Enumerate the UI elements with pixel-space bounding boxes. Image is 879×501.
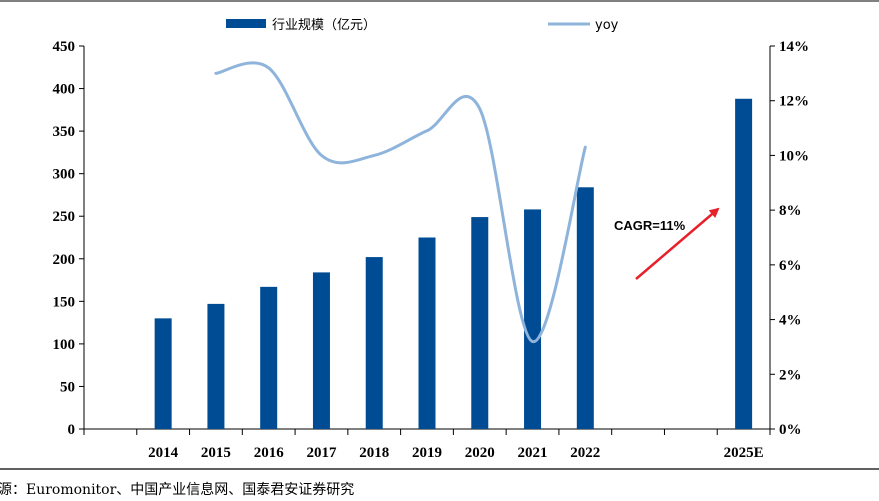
right-tick-label: 8% bbox=[779, 203, 802, 219]
source-note: 源：Euromonitor、中国产业信息网、国泰君安证券研究 bbox=[0, 481, 354, 498]
legend-bar-swatch bbox=[226, 19, 266, 28]
left-tick-label: 100 bbox=[53, 337, 76, 353]
bar-2021 bbox=[524, 209, 541, 429]
x-tick-label: 2022 bbox=[570, 445, 600, 461]
x-tick-label: 2018 bbox=[359, 445, 389, 461]
left-tick-label: 50 bbox=[60, 379, 75, 395]
x-tick-label: 2021 bbox=[518, 445, 548, 461]
bar-2015 bbox=[207, 304, 224, 429]
left-tick-label: 450 bbox=[53, 39, 76, 55]
bar-2016 bbox=[260, 287, 277, 429]
legend-line-label: yoy bbox=[595, 18, 619, 33]
x-tick-label: 2016 bbox=[254, 445, 285, 461]
x-tick-label: 2017 bbox=[306, 445, 337, 461]
x-tick-label: 2019 bbox=[412, 445, 442, 461]
right-tick-label: 14% bbox=[779, 39, 809, 55]
left-tick-label: 250 bbox=[53, 209, 76, 225]
bar-2018 bbox=[366, 257, 383, 429]
left-tick-label: 400 bbox=[53, 82, 76, 98]
cagr-label: CAGR=11% bbox=[614, 218, 686, 233]
left-tick-label: 0 bbox=[68, 422, 76, 438]
bar-2017 bbox=[313, 272, 330, 429]
legend: 行业规模（亿元） yoy bbox=[226, 18, 619, 33]
right-tick-label: 10% bbox=[779, 148, 809, 164]
right-tick-label: 12% bbox=[779, 94, 809, 110]
bar-series bbox=[155, 99, 752, 429]
left-tick-label: 150 bbox=[53, 294, 76, 310]
right-tick-label: 0% bbox=[779, 422, 802, 438]
bar-2014 bbox=[155, 318, 172, 429]
bar-2020 bbox=[471, 217, 488, 429]
right-axis-ticks: 0% 2% 4% 6% 8% 10% 12% 14% bbox=[770, 39, 809, 438]
left-tick-label: 300 bbox=[53, 167, 76, 183]
x-tick-label: 2014 bbox=[148, 445, 179, 461]
x-axis-ticks: 2014 2015 2016 2017 2018 2019 2020 2021 2022 2025… bbox=[84, 429, 770, 461]
bar-2022 bbox=[577, 187, 594, 429]
x-tick-label: 2015 bbox=[201, 445, 231, 461]
legend-bar-label: 行业规模（亿元） bbox=[272, 18, 376, 33]
x-tick-label: 2020 bbox=[465, 445, 495, 461]
right-tick-label: 4% bbox=[779, 313, 802, 329]
right-tick-label: 6% bbox=[779, 258, 802, 274]
bar-2025E bbox=[735, 99, 752, 429]
x-tick-label: 2025E bbox=[724, 445, 764, 461]
left-tick-label: 350 bbox=[53, 124, 76, 140]
right-tick-label: 2% bbox=[779, 367, 802, 383]
left-axis-ticks: 0 50 100 150 200 250 300 350 400 450 bbox=[53, 39, 85, 438]
left-tick-label: 200 bbox=[53, 252, 76, 268]
bar-2019 bbox=[419, 238, 436, 430]
